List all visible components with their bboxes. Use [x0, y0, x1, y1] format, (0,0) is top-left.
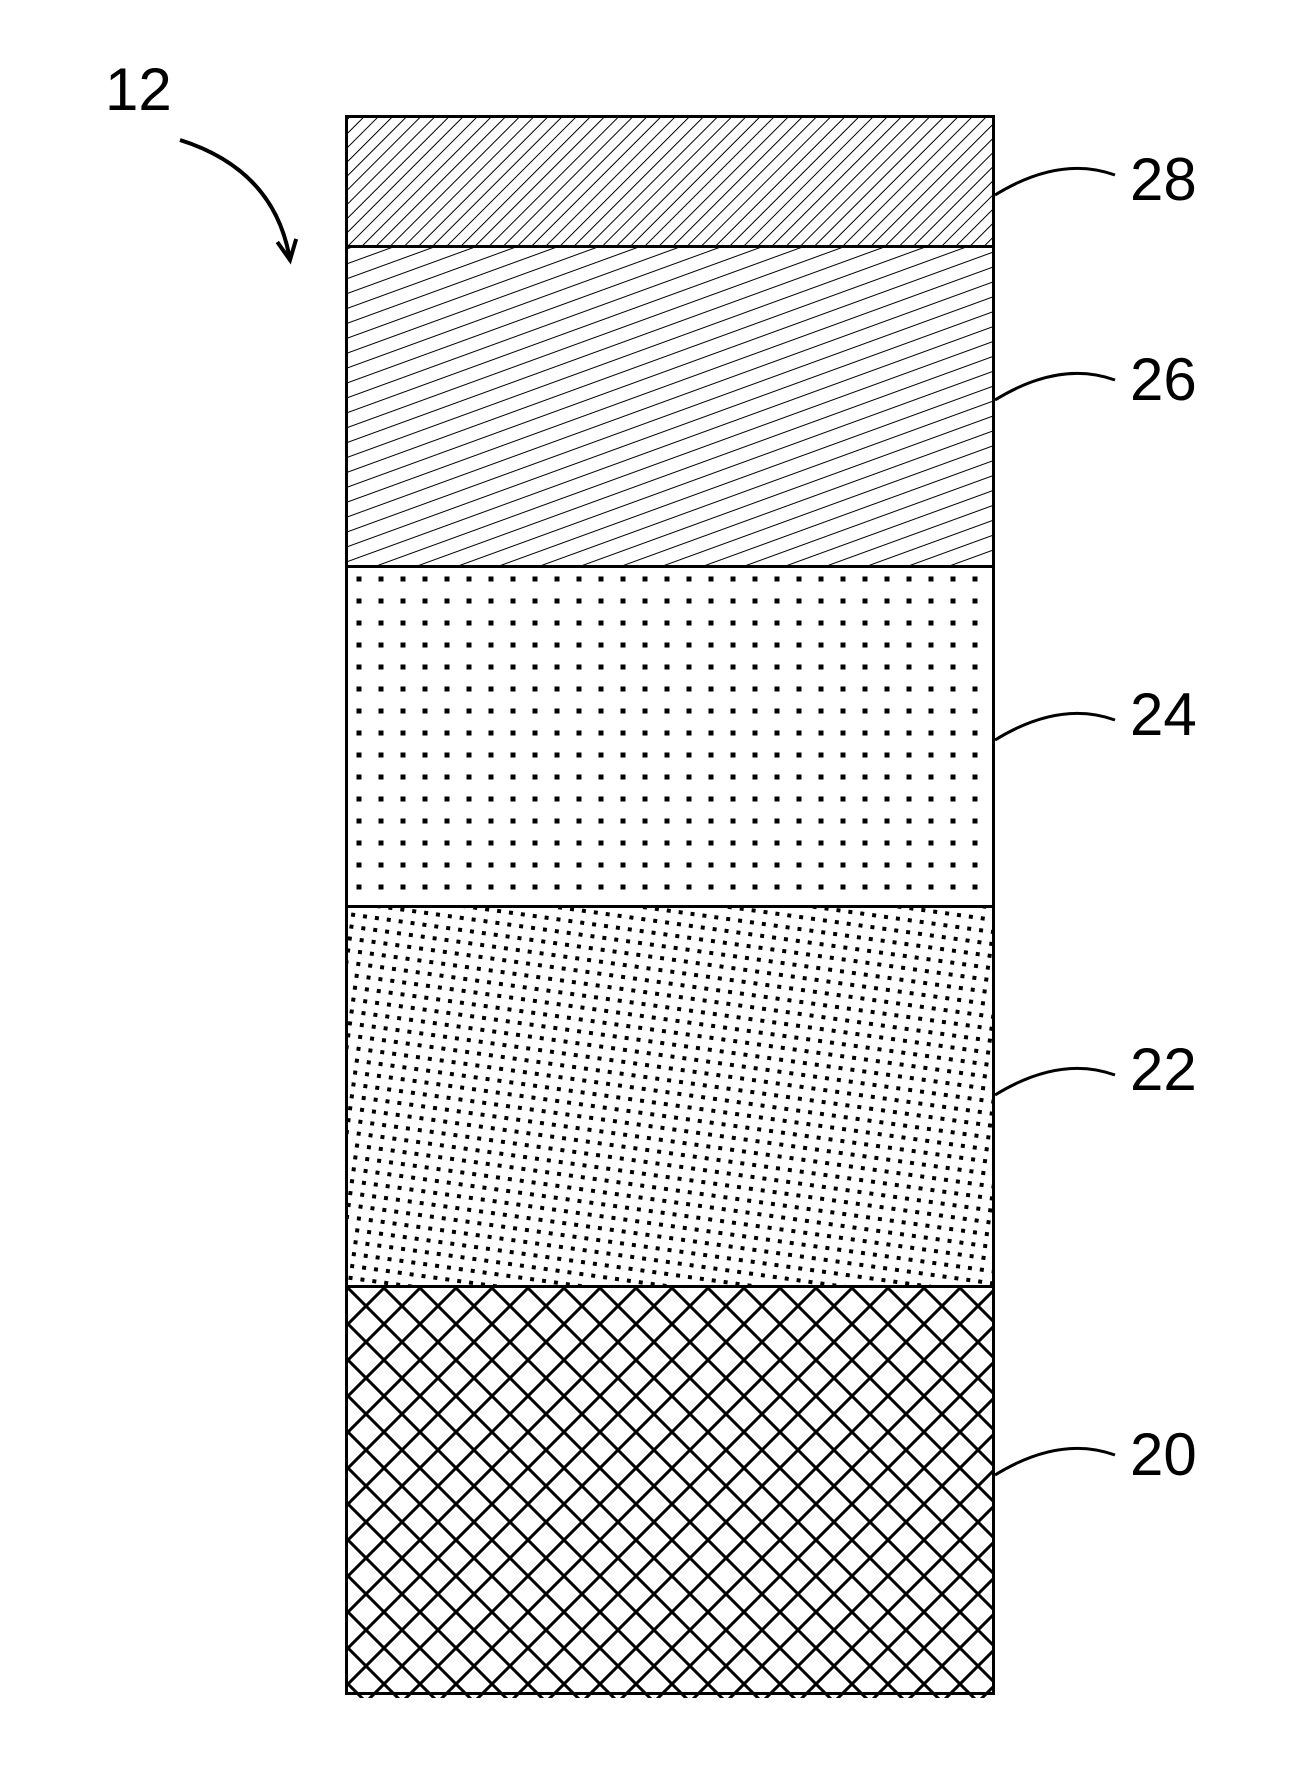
figure-canvas: 12 2826242220 [0, 0, 1292, 1767]
leader-20 [0, 0, 1292, 1767]
